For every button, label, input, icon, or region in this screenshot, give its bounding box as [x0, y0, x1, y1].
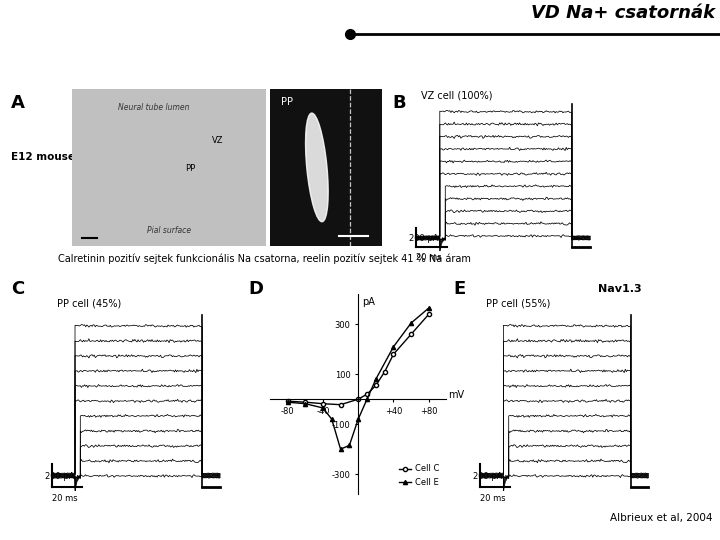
Cell C: [389, 351, 397, 357]
Text: B: B: [392, 93, 406, 112]
Text: VD Na+ csatornák: VD Na+ csatornák: [531, 4, 715, 22]
Text: A: A: [11, 93, 24, 112]
Text: E: E: [454, 280, 466, 298]
Legend: Cell C, Cell E: Cell C, Cell E: [395, 461, 442, 490]
Cell C: [407, 331, 415, 338]
Text: Calretinin pozitív sejtek funkcionális Na csatorna, reelin pozitív sejtek 41 % N: Calretinin pozitív sejtek funkcionális N…: [58, 254, 470, 265]
Ellipse shape: [305, 113, 328, 222]
Text: PP: PP: [282, 97, 293, 106]
Text: 200 pA: 200 pA: [409, 234, 438, 243]
Text: E12 mouse: E12 mouse: [11, 152, 75, 161]
Text: PP cell (45%): PP cell (45%): [58, 299, 122, 309]
Text: 200 pA: 200 pA: [45, 472, 74, 482]
Cell C: [425, 311, 433, 318]
Text: Pial surface: Pial surface: [147, 226, 192, 234]
Cell E: [284, 399, 292, 406]
Text: 20 ms: 20 ms: [480, 494, 506, 503]
Cell E: [407, 320, 415, 326]
Cell C: [372, 382, 380, 389]
Cell E: [336, 446, 345, 453]
Text: C: C: [11, 280, 24, 298]
Cell C: [319, 401, 328, 407]
Cell C: [284, 398, 292, 404]
Text: 20 ms: 20 ms: [416, 253, 441, 262]
Text: pA: pA: [361, 297, 374, 307]
Cell C: [380, 368, 389, 375]
Cell C: [336, 401, 345, 408]
Cell E: [363, 396, 372, 402]
Line: Cell C: Cell C: [286, 312, 431, 407]
Cell C: [301, 399, 310, 406]
Text: Albrieux et al, 2004: Albrieux et al, 2004: [611, 514, 713, 523]
Cell C: [363, 391, 372, 397]
Text: D: D: [248, 280, 264, 298]
Cell E: [354, 416, 362, 422]
Cell E: [425, 305, 433, 311]
Text: mV: mV: [448, 390, 464, 401]
Text: VZ: VZ: [212, 136, 223, 145]
Cell E: [301, 401, 310, 407]
Text: 20 ms: 20 ms: [52, 494, 78, 503]
Text: Neural tube lumen: Neural tube lumen: [118, 103, 189, 112]
Cell E: [328, 416, 336, 422]
Cell E: [319, 404, 328, 411]
Text: PP cell (55%): PP cell (55%): [486, 299, 550, 309]
Text: Nav1.3: Nav1.3: [598, 284, 642, 294]
Cell E: [389, 343, 397, 350]
Text: PP: PP: [185, 165, 195, 173]
Cell E: [372, 376, 380, 382]
Text: 200 pA: 200 pA: [473, 472, 503, 482]
Cell C: [354, 396, 362, 402]
Line: Cell E: Cell E: [286, 306, 431, 451]
Cell E: [345, 442, 354, 449]
Text: VZ cell (100%): VZ cell (100%): [421, 91, 493, 100]
